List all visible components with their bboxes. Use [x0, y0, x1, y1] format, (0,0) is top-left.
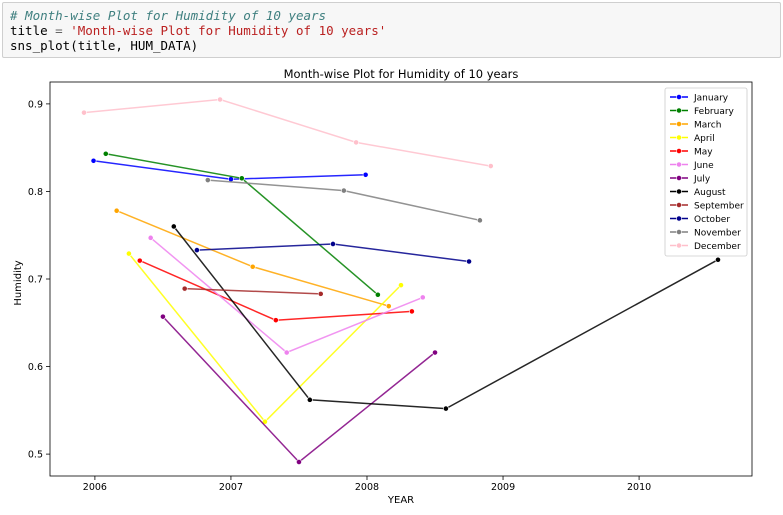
- y-tick-label: 0.9: [28, 99, 43, 110]
- data-point-august: [306, 396, 313, 403]
- series-line-february: [105, 153, 379, 296]
- data-point-april: [262, 418, 268, 425]
- x-tick-label: 2009: [491, 482, 515, 493]
- series-line-july: [162, 316, 436, 464]
- y-tick-label: 0.5: [28, 450, 43, 461]
- data-point-march: [249, 263, 256, 270]
- legend-marker-january: [676, 94, 682, 100]
- legend-label-february: February: [694, 107, 735, 117]
- code-variable: title: [10, 23, 48, 38]
- x-axis-label: YEAR: [387, 495, 414, 506]
- data-point-january: [362, 171, 369, 178]
- data-point-september: [317, 290, 324, 297]
- output-area: Month-wise Plot for Humidity of 10 years…: [0, 62, 783, 510]
- legend-marker-october: [676, 215, 682, 222]
- plot-area: 2006 2007 2008 2009 2010 0.5 0.6 0.7 0.8 0.9: [28, 81, 753, 493]
- data-point-july: [296, 459, 302, 465]
- data-point-december: [81, 109, 87, 116]
- data-point-august: [715, 256, 721, 263]
- legend-label-march: March: [694, 120, 721, 130]
- data-point-july: [432, 349, 438, 356]
- y-axis-label: Humidity: [13, 260, 24, 305]
- legend-marker-august: [676, 188, 682, 195]
- legend-marker-february: [676, 107, 682, 114]
- x-tick-label: 2007: [219, 482, 243, 493]
- data-point-february: [102, 150, 109, 157]
- data-point-june: [419, 294, 426, 301]
- legend-marker-march: [676, 121, 682, 127]
- x-tick-label: 2010: [627, 482, 651, 493]
- chart-title: Month-wise Plot for Humidity of 10 years: [284, 67, 519, 81]
- data-point-june: [283, 349, 290, 356]
- code-operator: =: [47, 23, 71, 38]
- series-line-june: [150, 237, 424, 354]
- legend-marker-november: [676, 229, 682, 235]
- data-point-august: [442, 405, 449, 412]
- x-tick-label: 2008: [355, 482, 379, 493]
- y-tick-label: 0.8: [28, 187, 43, 198]
- series-line-november: [207, 179, 481, 222]
- series-line-may: [139, 259, 412, 321]
- legend-marker-may: [676, 148, 682, 154]
- data-point-june: [147, 234, 154, 241]
- code-call-line: sns_plot(title, HUM_DATA): [10, 38, 199, 53]
- legend-marker-april: [676, 134, 682, 141]
- data-point-december: [487, 163, 494, 169]
- data-point-november: [477, 217, 483, 224]
- legend: January February March April May June July Augu…: [664, 87, 748, 257]
- x-tick-label: 2006: [83, 482, 107, 493]
- legend-label-december: December: [694, 242, 741, 252]
- data-point-january: [90, 157, 97, 164]
- legend-marker-june: [676, 161, 682, 168]
- data-point-december: [353, 139, 360, 146]
- series-line-december: [83, 98, 491, 167]
- data-point-march: [113, 207, 120, 214]
- data-point-october: [466, 258, 472, 265]
- code-cell[interactable]: # Month-wise Plot for Humidity of 10 yea…: [2, 2, 781, 58]
- data-point-august: [170, 223, 177, 230]
- humidity-chart: Month-wise Plot for Humidity of 10 years…: [13, 67, 753, 506]
- legend-label-august: August: [694, 188, 726, 198]
- legend-marker-september: [676, 202, 682, 208]
- legend-label-january: January: [693, 93, 729, 103]
- legend-label-september: September: [694, 201, 744, 211]
- data-point-september: [181, 285, 188, 292]
- legend-label-july: July: [693, 174, 711, 184]
- data-point-november: [340, 187, 347, 194]
- legend-box: [664, 87, 748, 257]
- axes-frame: [49, 81, 753, 477]
- y-tick-label: 0.7: [28, 275, 43, 286]
- data-point-october: [194, 247, 200, 254]
- y-tick-label: 0.6: [28, 362, 43, 373]
- legend-marker-december: [676, 242, 682, 249]
- data-point-february: [374, 291, 381, 298]
- data-point-july: [160, 313, 166, 320]
- legend-label-october: October: [694, 215, 730, 225]
- legend-label-april: April: [694, 134, 715, 144]
- data-point-may: [136, 257, 143, 264]
- data-point-february: [238, 175, 245, 182]
- data-point-december: [217, 96, 223, 103]
- series-line-august: [173, 226, 719, 410]
- data-point-march: [385, 303, 392, 310]
- data-point-april: [398, 282, 404, 289]
- data-point-october: [330, 241, 336, 247]
- data-point-november: [204, 177, 211, 183]
- code-assignment-line: title = 'Month-wise Plot for Humidity of…: [10, 23, 773, 38]
- data-point-may: [408, 308, 415, 315]
- series-line-september: [184, 287, 321, 295]
- legend-label-november: November: [694, 228, 741, 238]
- code-string-literal: 'Month-wise Plot for Humidity of 10 year…: [70, 23, 387, 38]
- legend-label-may: May: [694, 147, 713, 157]
- data-point-may: [272, 317, 279, 324]
- legend-label-june: June: [693, 161, 714, 171]
- code-comment-line: # Month-wise Plot for Humidity of 10 yea…: [10, 8, 327, 23]
- data-point-april: [126, 250, 132, 257]
- legend-marker-july: [676, 175, 682, 181]
